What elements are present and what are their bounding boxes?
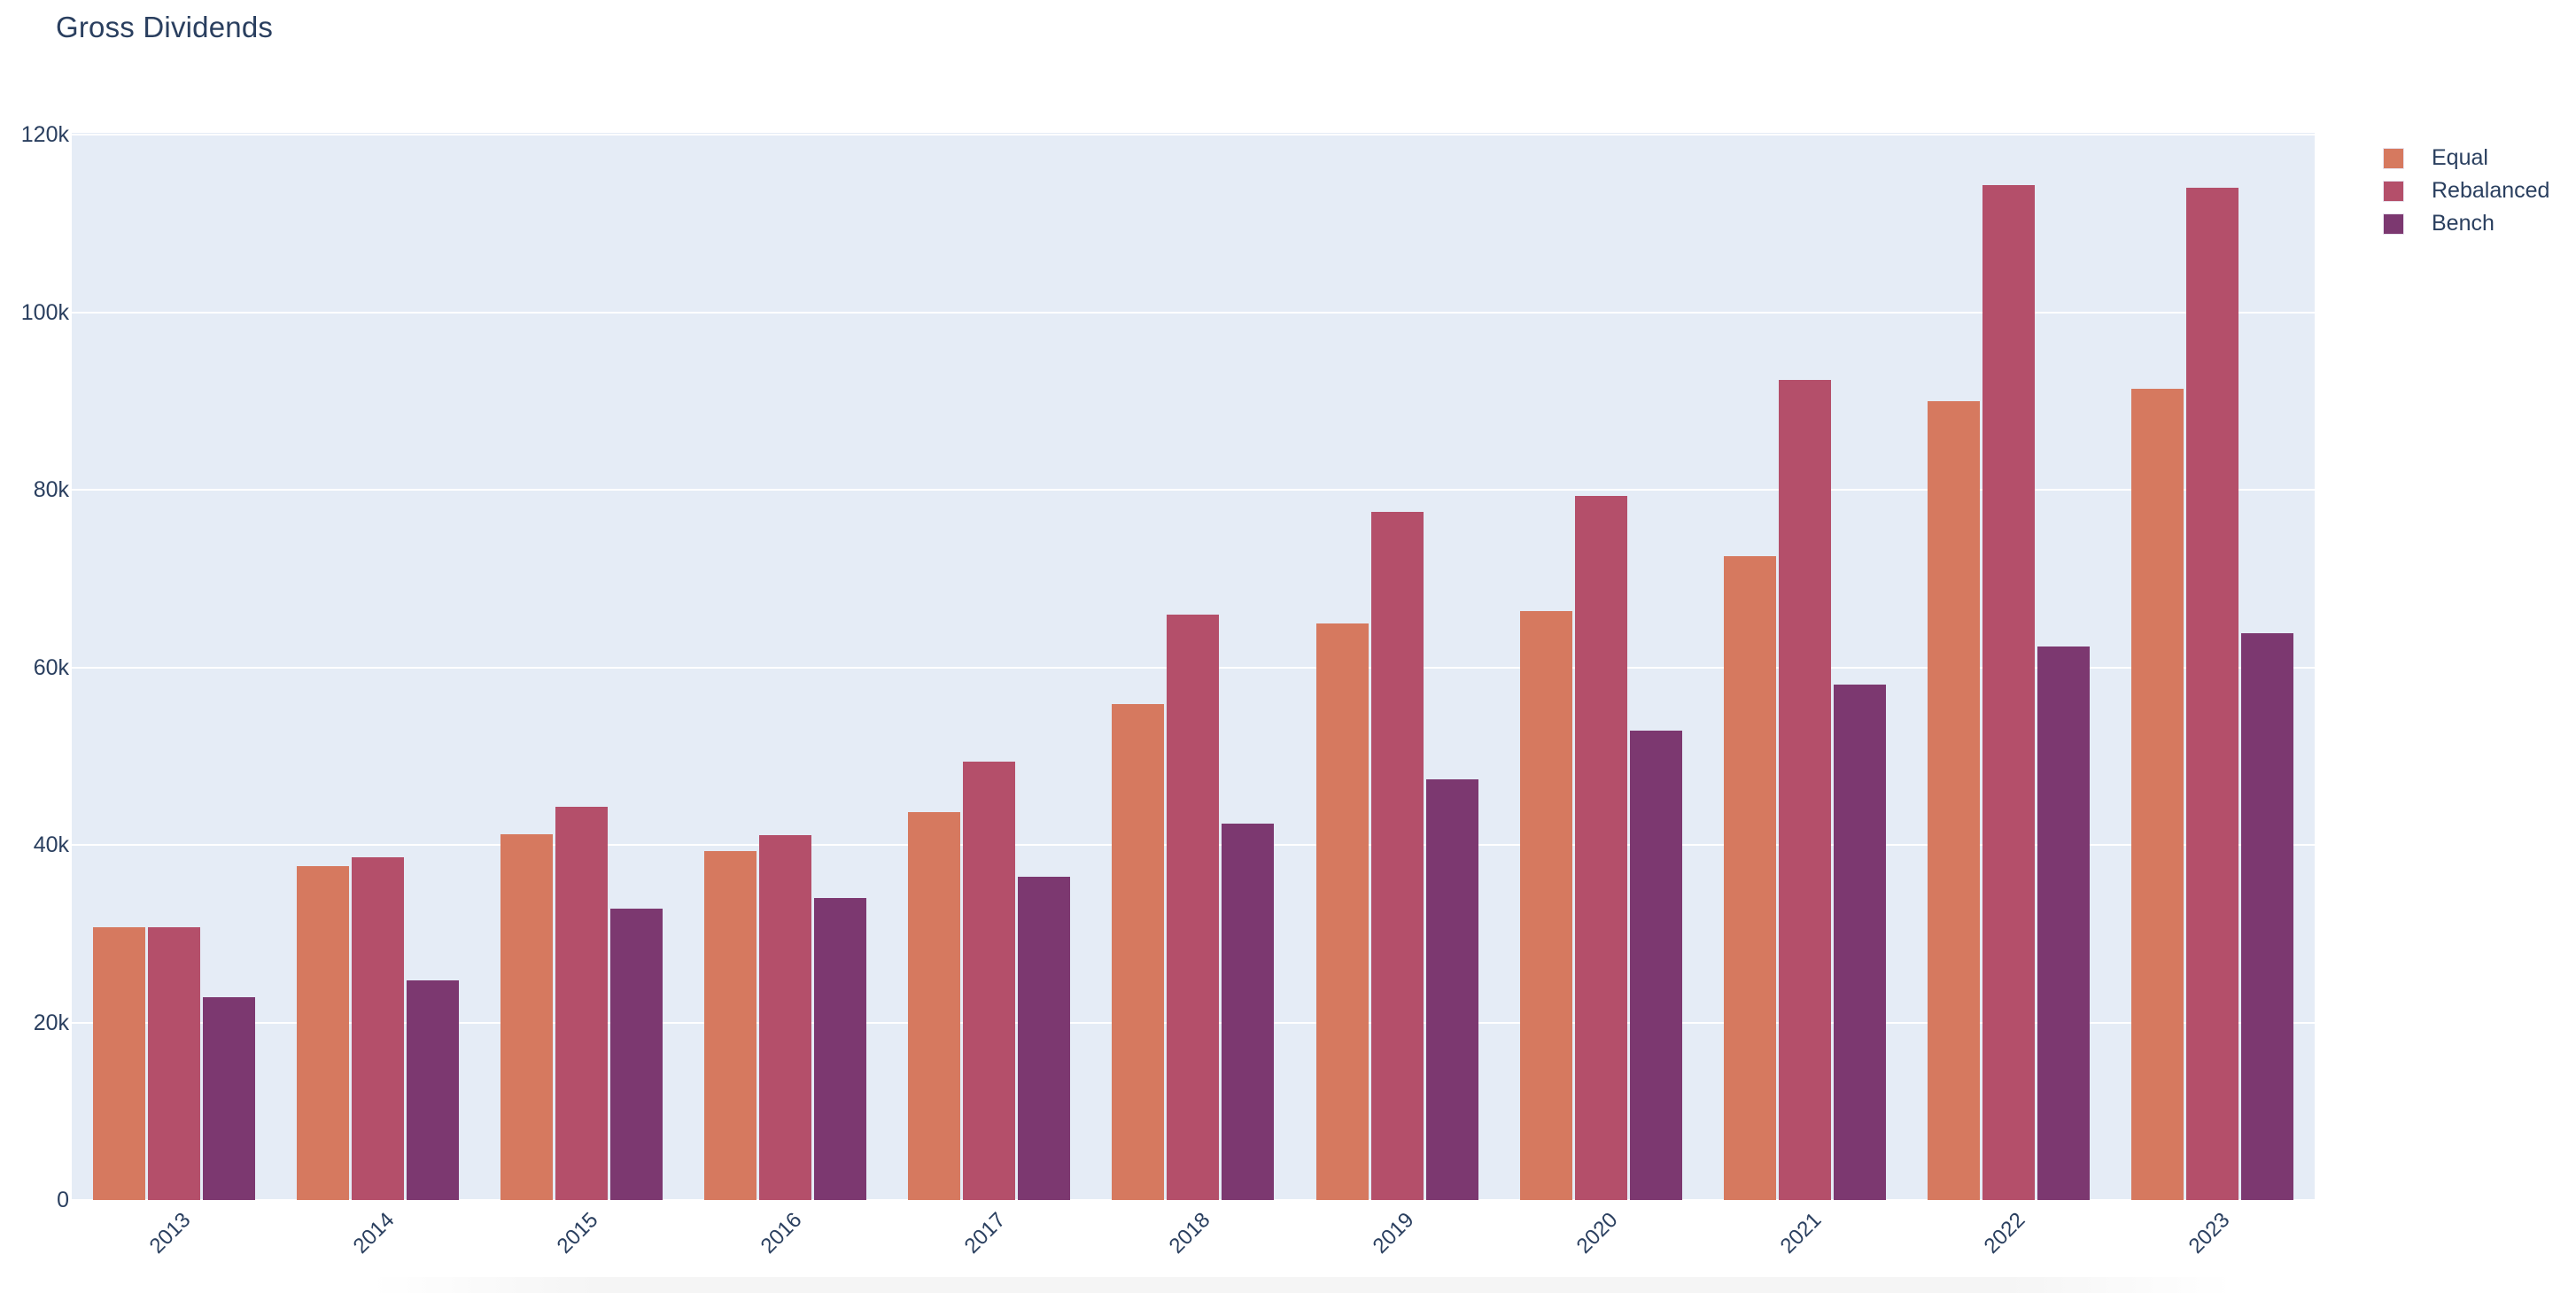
x-tick-label-2023: 2023 (2184, 1208, 2235, 1258)
bar-bench-2016[interactable] (814, 898, 867, 1200)
bar-group-2015 (479, 135, 683, 1200)
bar-bench-2018[interactable] (1222, 824, 1275, 1200)
legend-swatch-equal (2383, 147, 2404, 169)
bar-group-2021 (1703, 135, 1906, 1200)
x-tick-label-2015: 2015 (552, 1208, 603, 1258)
bar-equal-2015[interactable] (500, 834, 553, 1200)
bar-equal-2018[interactable] (1112, 704, 1165, 1200)
y-tick-label: 80k (33, 477, 69, 502)
bar-group-2014 (275, 135, 479, 1200)
bar-group-2023 (2111, 135, 2315, 1200)
legend-label: Rebalanced (2432, 178, 2550, 203)
y-tick-label: 120k (20, 122, 69, 147)
x-tick-label-2016: 2016 (756, 1208, 807, 1258)
x-tick-label-2014: 2014 (348, 1208, 400, 1258)
bar-rebalanced-2013[interactable] (147, 927, 200, 1200)
y-tick-label: 20k (33, 1010, 69, 1035)
x-tick-label-2018: 2018 (1164, 1208, 1215, 1258)
bar-bench-2023[interactable] (2241, 633, 2294, 1200)
gridline-120000 (72, 134, 2315, 135)
bar-rebalanced-2015[interactable] (555, 807, 608, 1200)
bar-bench-2014[interactable] (406, 980, 459, 1200)
gridline-100000 (72, 311, 2315, 314)
legend-label: Bench (2432, 211, 2495, 236)
range-slider[interactable] (372, 1277, 2232, 1293)
bar-bench-2015[interactable] (609, 909, 663, 1200)
bar-rebalanced-2017[interactable] (963, 762, 1016, 1200)
bar-equal-2022[interactable] (1928, 401, 1981, 1200)
bar-bench-2017[interactable] (1018, 877, 1071, 1200)
bar-rebalanced-2018[interactable] (1167, 615, 1220, 1200)
gridline-80000 (72, 489, 2315, 491)
bar-rebalanced-2021[interactable] (1779, 380, 1832, 1200)
legend-item-rebalanced[interactable]: Rebalanced (2383, 174, 2549, 207)
gridline-0 (72, 1199, 2315, 1201)
bar-rebalanced-2022[interactable] (1982, 185, 2036, 1200)
bar-group-2018 (1091, 135, 1295, 1200)
bar-equal-2013[interactable] (92, 927, 145, 1200)
x-tick-label-2019: 2019 (1368, 1208, 1419, 1258)
bar-equal-2014[interactable] (296, 866, 349, 1200)
bar-equal-2017[interactable] (908, 812, 961, 1200)
y-tick-label: 100k (20, 299, 69, 325)
bar-rebalanced-2019[interactable] (1370, 512, 1424, 1200)
chart-title: Gross Dividends (56, 11, 274, 43)
x-tick-label-2021: 2021 (1775, 1208, 1827, 1258)
bar-equal-2016[interactable] (704, 851, 757, 1200)
bar-bench-2020[interactable] (1629, 731, 1682, 1200)
bar-group-2013 (72, 135, 275, 1200)
y-tick-label: 60k (33, 654, 69, 680)
legend-label: Equal (2432, 145, 2488, 170)
legend-swatch-bench (2383, 213, 2404, 235)
bar-bench-2013[interactable] (202, 997, 255, 1200)
bar-bench-2019[interactable] (1425, 779, 1478, 1200)
legend: Equal Rebalanced Bench (2383, 142, 2549, 240)
x-tick-label-2022: 2022 (1979, 1208, 2030, 1258)
legend-item-bench[interactable]: Bench (2383, 207, 2549, 240)
bar-rebalanced-2020[interactable] (1574, 496, 1627, 1200)
bar-equal-2023[interactable] (2131, 389, 2184, 1200)
bar-rebalanced-2014[interactable] (351, 857, 404, 1200)
legend-item-equal[interactable]: Equal (2383, 142, 2549, 174)
y-tick-label: 40k (33, 832, 69, 857)
x-tick-label-2013: 2013 (144, 1208, 196, 1258)
bar-bench-2021[interactable] (1834, 685, 1887, 1200)
bar-bench-2022[interactable] (2037, 646, 2091, 1200)
y-tick-label: 0 (57, 1188, 69, 1212)
bar-rebalanced-2016[interactable] (759, 835, 812, 1200)
bar-group-2020 (1499, 135, 1703, 1200)
bar-equal-2021[interactable] (1724, 556, 1777, 1200)
bar-rebalanced-2023[interactable] (2186, 188, 2239, 1200)
bar-group-2022 (1907, 135, 2111, 1200)
bar-equal-2020[interactable] (1519, 611, 1572, 1200)
x-tick-label-2020: 2020 (1571, 1208, 1623, 1258)
bar-group-2017 (888, 135, 1091, 1200)
bar-equal-2019[interactable] (1315, 623, 1369, 1200)
x-tick-label-2017: 2017 (960, 1208, 1011, 1258)
legend-swatch-rebalanced (2383, 180, 2404, 202)
bar-group-2019 (1295, 135, 1499, 1200)
bar-group-2016 (684, 135, 888, 1200)
